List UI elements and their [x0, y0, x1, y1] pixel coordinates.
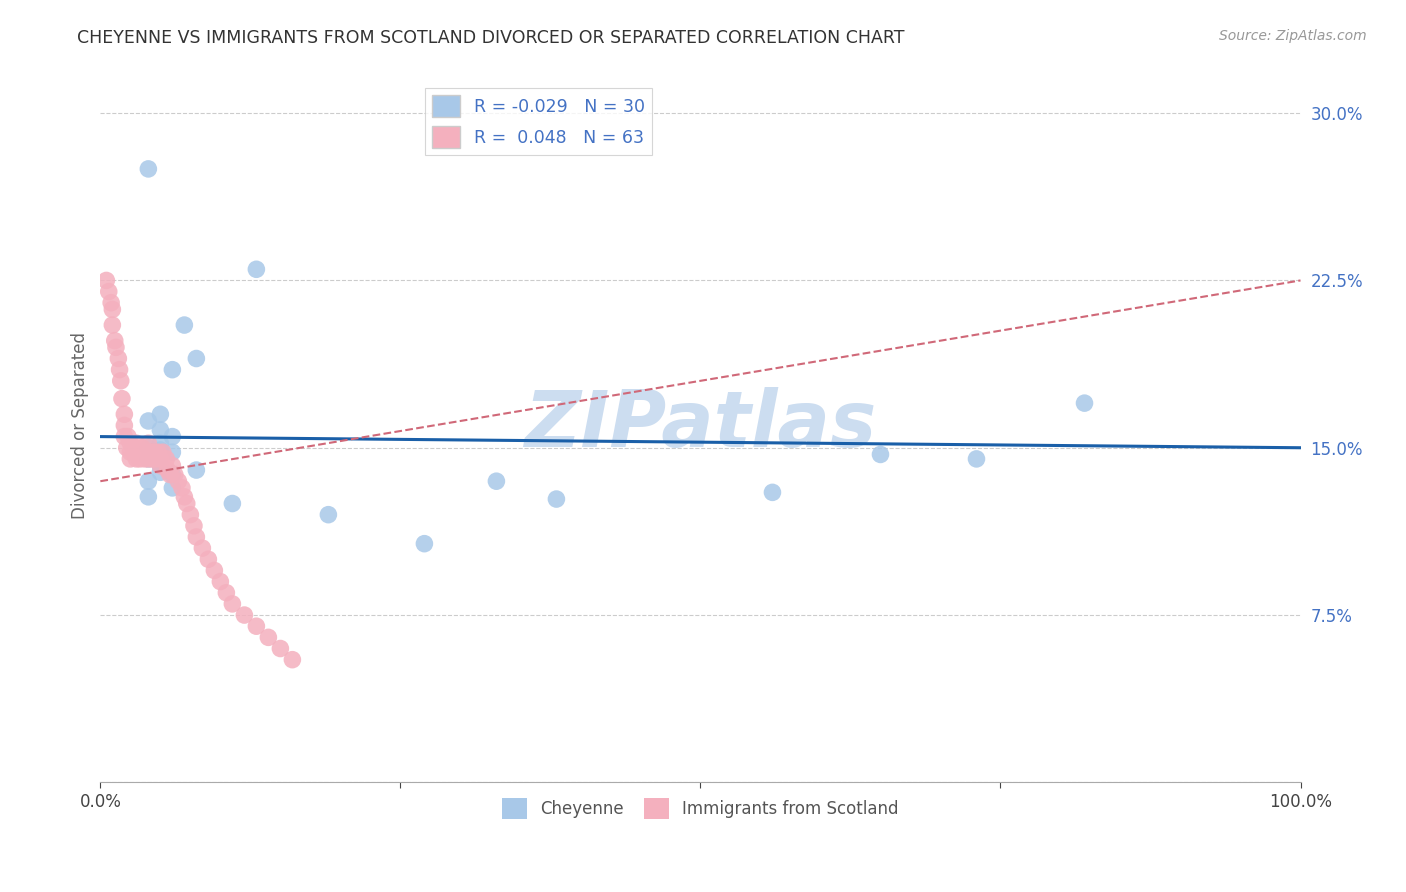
- Text: Source: ZipAtlas.com: Source: ZipAtlas.com: [1219, 29, 1367, 43]
- Point: [134, 451, 156, 466]
- Point: [173, 490, 195, 504]
- Point: [110, 374, 132, 388]
- Point: [149, 442, 172, 457]
- Point: [138, 414, 160, 428]
- Point: [145, 451, 167, 466]
- Point: [269, 641, 291, 656]
- Point: [1073, 396, 1095, 410]
- Point: [122, 445, 145, 459]
- Point: [215, 586, 238, 600]
- Point: [162, 429, 184, 443]
- Point: [143, 445, 166, 459]
- Point: [257, 631, 280, 645]
- Point: [163, 467, 186, 482]
- Point: [162, 458, 184, 473]
- Point: [139, 445, 162, 459]
- Point: [209, 574, 232, 589]
- Point: [135, 445, 157, 459]
- Point: [120, 445, 142, 459]
- Point: [112, 429, 135, 443]
- Point: [115, 441, 138, 455]
- Point: [167, 474, 190, 488]
- Point: [869, 447, 891, 461]
- Point: [149, 407, 172, 421]
- Point: [104, 334, 127, 348]
- Point: [281, 653, 304, 667]
- Point: [155, 451, 177, 466]
- Point: [221, 597, 243, 611]
- Point: [112, 407, 135, 421]
- Point: [245, 262, 267, 277]
- Point: [97, 285, 120, 299]
- Point: [100, 295, 122, 310]
- Point: [149, 458, 172, 473]
- Y-axis label: Divorced or Separated: Divorced or Separated: [72, 332, 89, 519]
- Point: [221, 496, 243, 510]
- Point: [186, 463, 208, 477]
- Point: [966, 451, 988, 466]
- Point: [318, 508, 340, 522]
- Point: [176, 496, 198, 510]
- Point: [104, 340, 127, 354]
- Point: [152, 445, 174, 459]
- Point: [191, 541, 214, 555]
- Point: [107, 351, 129, 366]
- Point: [233, 608, 256, 623]
- Point: [112, 418, 135, 433]
- Point: [125, 451, 148, 466]
- Point: [138, 451, 160, 466]
- Point: [179, 508, 201, 522]
- Point: [131, 441, 153, 455]
- Point: [149, 458, 172, 473]
- Point: [197, 552, 219, 566]
- Point: [173, 318, 195, 332]
- Point: [138, 161, 160, 176]
- Point: [245, 619, 267, 633]
- Point: [186, 530, 208, 544]
- Point: [146, 445, 169, 459]
- Point: [162, 445, 184, 459]
- Point: [170, 481, 193, 495]
- Point: [117, 429, 139, 443]
- Point: [149, 451, 172, 466]
- Point: [149, 465, 172, 479]
- Point: [149, 436, 172, 450]
- Point: [156, 463, 179, 477]
- Point: [183, 518, 205, 533]
- Point: [149, 423, 172, 437]
- Point: [131, 445, 153, 459]
- Point: [138, 445, 160, 459]
- Point: [138, 441, 160, 455]
- Point: [138, 490, 160, 504]
- Point: [101, 318, 124, 332]
- Point: [129, 451, 152, 466]
- Point: [485, 474, 508, 488]
- Point: [138, 474, 160, 488]
- Point: [101, 302, 124, 317]
- Point: [138, 451, 160, 466]
- Point: [120, 451, 142, 466]
- Point: [162, 481, 184, 495]
- Point: [546, 491, 568, 506]
- Legend: Cheyenne, Immigrants from Scotland: Cheyenne, Immigrants from Scotland: [495, 792, 905, 825]
- Point: [108, 362, 131, 376]
- Point: [111, 392, 134, 406]
- Point: [162, 467, 184, 482]
- Point: [141, 451, 163, 466]
- Point: [202, 564, 225, 578]
- Point: [120, 436, 142, 450]
- Text: ZIPatlas: ZIPatlas: [524, 387, 876, 464]
- Point: [159, 467, 181, 482]
- Point: [413, 536, 436, 550]
- Point: [125, 445, 148, 459]
- Point: [125, 436, 148, 450]
- Point: [138, 436, 160, 450]
- Point: [96, 273, 118, 287]
- Point: [128, 445, 150, 459]
- Point: [186, 351, 208, 366]
- Text: CHEYENNE VS IMMIGRANTS FROM SCOTLAND DIVORCED OR SEPARATED CORRELATION CHART: CHEYENNE VS IMMIGRANTS FROM SCOTLAND DIV…: [77, 29, 905, 46]
- Point: [162, 362, 184, 376]
- Point: [761, 485, 783, 500]
